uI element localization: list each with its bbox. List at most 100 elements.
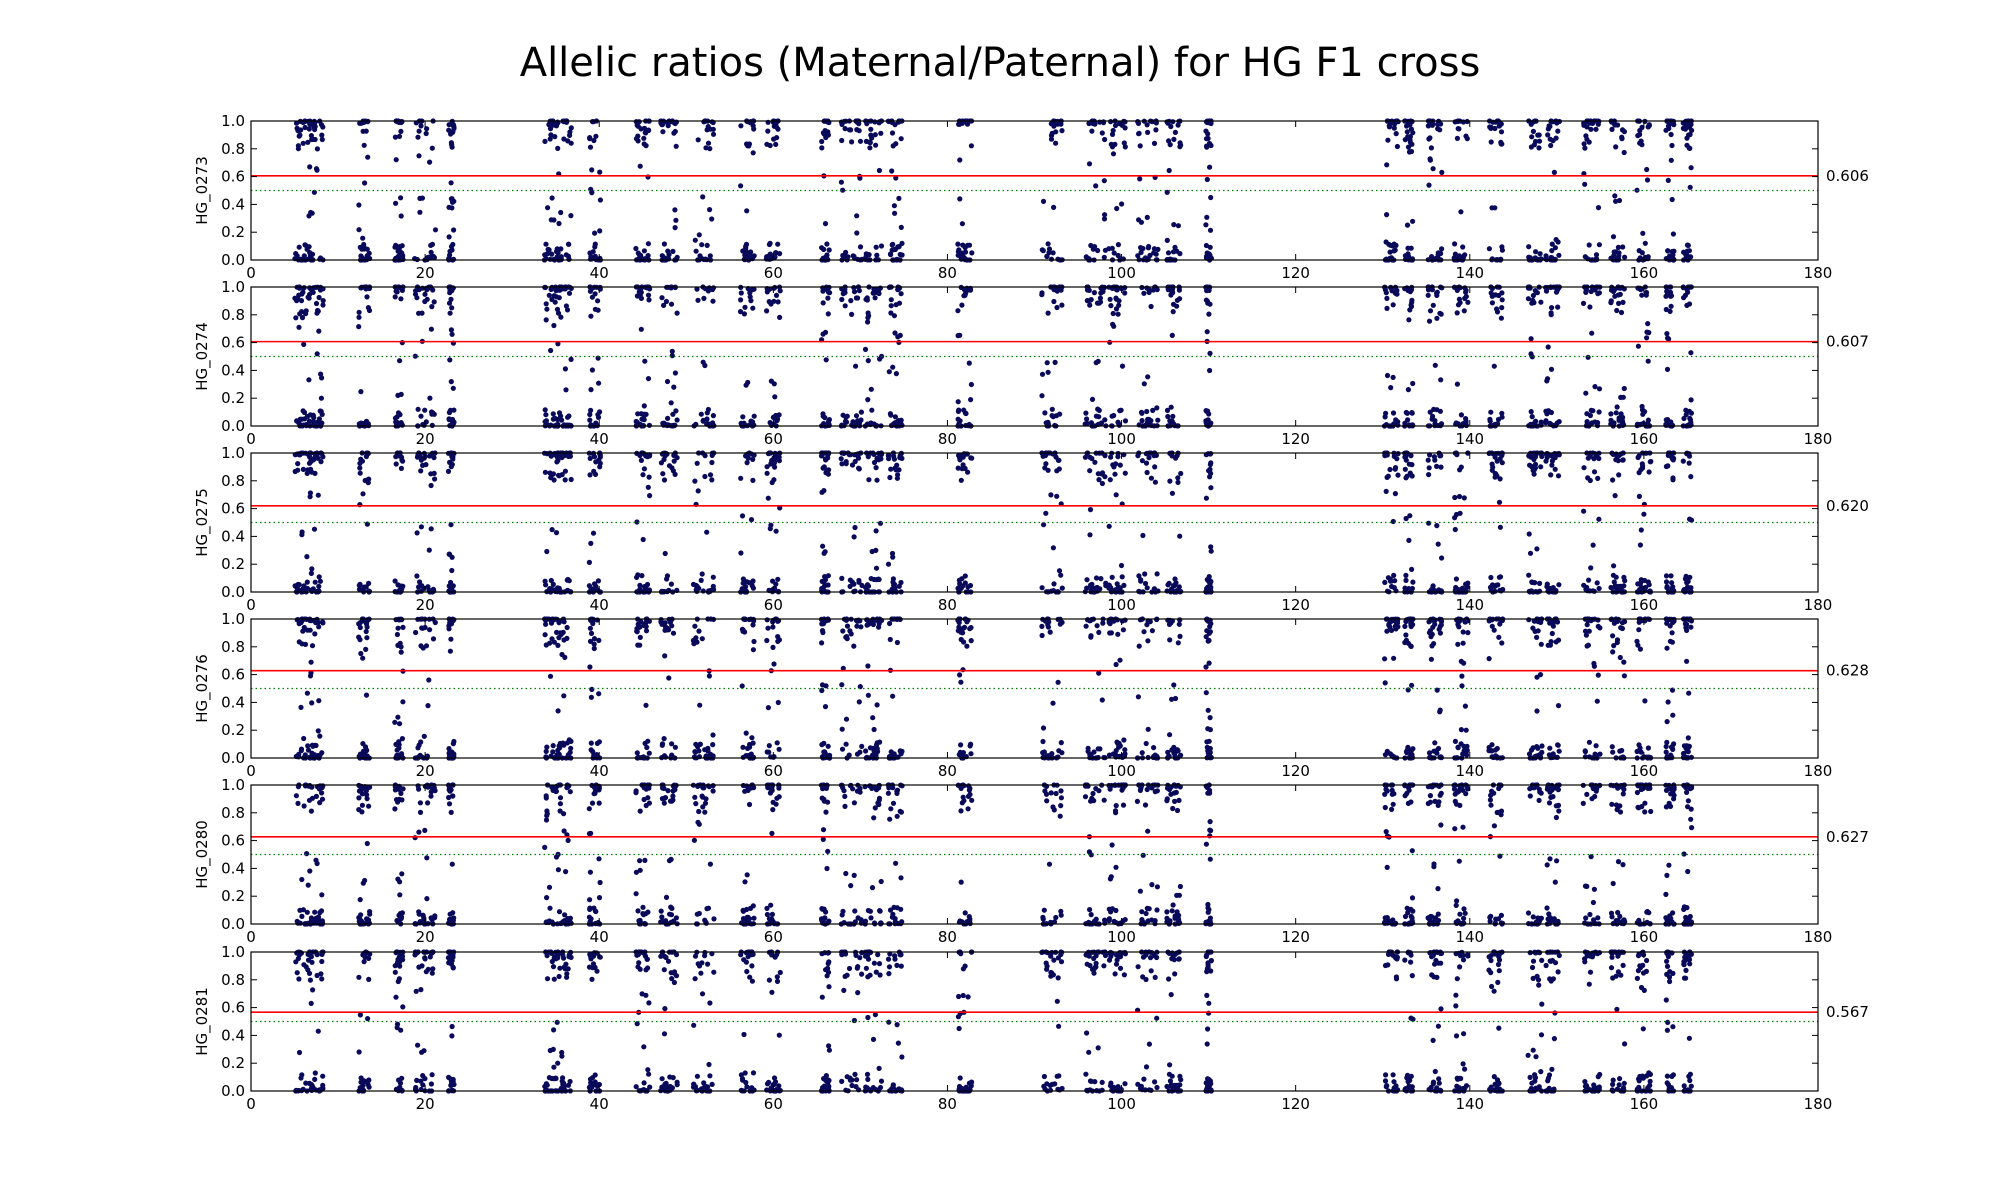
data-point bbox=[775, 638, 781, 645]
data-point bbox=[1548, 142, 1554, 149]
data-point bbox=[304, 579, 310, 585]
data-point bbox=[1113, 748, 1119, 754]
data-point bbox=[568, 213, 574, 219]
data-point bbox=[1050, 545, 1056, 551]
data-point bbox=[1617, 291, 1623, 297]
data-point bbox=[567, 132, 573, 138]
data-point bbox=[427, 159, 433, 165]
data-point bbox=[356, 586, 363, 592]
data-point bbox=[308, 659, 314, 665]
data-point bbox=[956, 577, 963, 583]
data-point bbox=[589, 686, 595, 693]
data-point bbox=[743, 382, 749, 388]
data-point bbox=[1388, 385, 1394, 391]
data-point bbox=[955, 408, 962, 414]
data-point bbox=[703, 145, 709, 151]
data-point bbox=[1113, 295, 1119, 301]
data-point bbox=[771, 477, 777, 483]
data-point bbox=[638, 285, 644, 291]
data-point bbox=[311, 456, 317, 462]
data-point bbox=[847, 577, 854, 583]
data-point bbox=[968, 143, 975, 149]
data-point bbox=[750, 585, 757, 591]
data-point bbox=[1205, 300, 1211, 306]
data-point bbox=[1206, 251, 1212, 257]
data-point bbox=[1144, 408, 1150, 415]
data-point bbox=[694, 460, 700, 466]
data-point bbox=[357, 465, 363, 471]
data-point bbox=[968, 741, 974, 747]
data-point bbox=[1453, 420, 1459, 426]
data-point bbox=[451, 227, 457, 233]
data-point bbox=[1438, 121, 1444, 127]
data-point bbox=[1402, 256, 1409, 262]
data-point bbox=[309, 566, 315, 572]
data-point bbox=[744, 460, 750, 466]
data-point bbox=[294, 418, 300, 424]
data-point bbox=[742, 304, 748, 310]
data-point bbox=[1146, 289, 1152, 295]
data-point bbox=[1425, 457, 1431, 463]
data-point bbox=[892, 122, 898, 128]
data-point bbox=[867, 145, 873, 151]
data-point bbox=[296, 324, 302, 330]
data-point bbox=[1086, 120, 1092, 127]
data-point bbox=[749, 735, 755, 741]
data-point bbox=[431, 255, 437, 261]
data-point bbox=[301, 735, 307, 742]
data-point bbox=[1492, 454, 1498, 460]
data-point bbox=[542, 632, 548, 638]
data-point bbox=[1596, 242, 1602, 248]
x-tick-label: 80 bbox=[938, 430, 957, 448]
data-point bbox=[777, 314, 783, 320]
data-point bbox=[312, 123, 318, 130]
data-point bbox=[549, 636, 555, 642]
data-point bbox=[1488, 574, 1494, 581]
data-point bbox=[1432, 457, 1438, 463]
data-point bbox=[892, 330, 898, 336]
data-point bbox=[1438, 453, 1444, 459]
data-point bbox=[1461, 495, 1467, 501]
data-point bbox=[448, 243, 455, 250]
data-point bbox=[1142, 571, 1148, 577]
data-point bbox=[397, 358, 403, 364]
data-point bbox=[1175, 479, 1181, 485]
data-point bbox=[1175, 122, 1181, 128]
data-point bbox=[1668, 131, 1674, 138]
data-point bbox=[1439, 246, 1445, 252]
data-point bbox=[1177, 633, 1183, 640]
data-point bbox=[1426, 318, 1433, 324]
data-point bbox=[771, 136, 777, 142]
data-point bbox=[551, 217, 557, 223]
data-point bbox=[1493, 582, 1499, 589]
data-point bbox=[1456, 126, 1462, 132]
data-point bbox=[868, 126, 874, 132]
data-point bbox=[448, 636, 454, 642]
data-point bbox=[820, 629, 826, 636]
data-point bbox=[1545, 132, 1551, 138]
data-point bbox=[1642, 256, 1648, 262]
data-point bbox=[1115, 631, 1121, 637]
data-point bbox=[1101, 216, 1108, 222]
data-point bbox=[821, 550, 827, 556]
data-point bbox=[300, 586, 306, 592]
data-point bbox=[707, 253, 713, 259]
data-point bbox=[844, 623, 851, 629]
data-point bbox=[1499, 305, 1505, 311]
data-point bbox=[316, 698, 322, 704]
data-point bbox=[542, 469, 549, 475]
data-point bbox=[1457, 467, 1463, 473]
data-point bbox=[1647, 459, 1653, 465]
data-point bbox=[587, 136, 593, 142]
data-point bbox=[1435, 541, 1441, 547]
data-point bbox=[431, 299, 437, 305]
data-point bbox=[892, 586, 898, 592]
data-point bbox=[671, 130, 677, 136]
data-point bbox=[1043, 510, 1049, 516]
data-point bbox=[393, 200, 399, 206]
data-point bbox=[957, 749, 964, 756]
data-point bbox=[1116, 302, 1122, 308]
data-point bbox=[695, 137, 701, 143]
data-point bbox=[957, 196, 963, 202]
data-point bbox=[429, 304, 435, 310]
